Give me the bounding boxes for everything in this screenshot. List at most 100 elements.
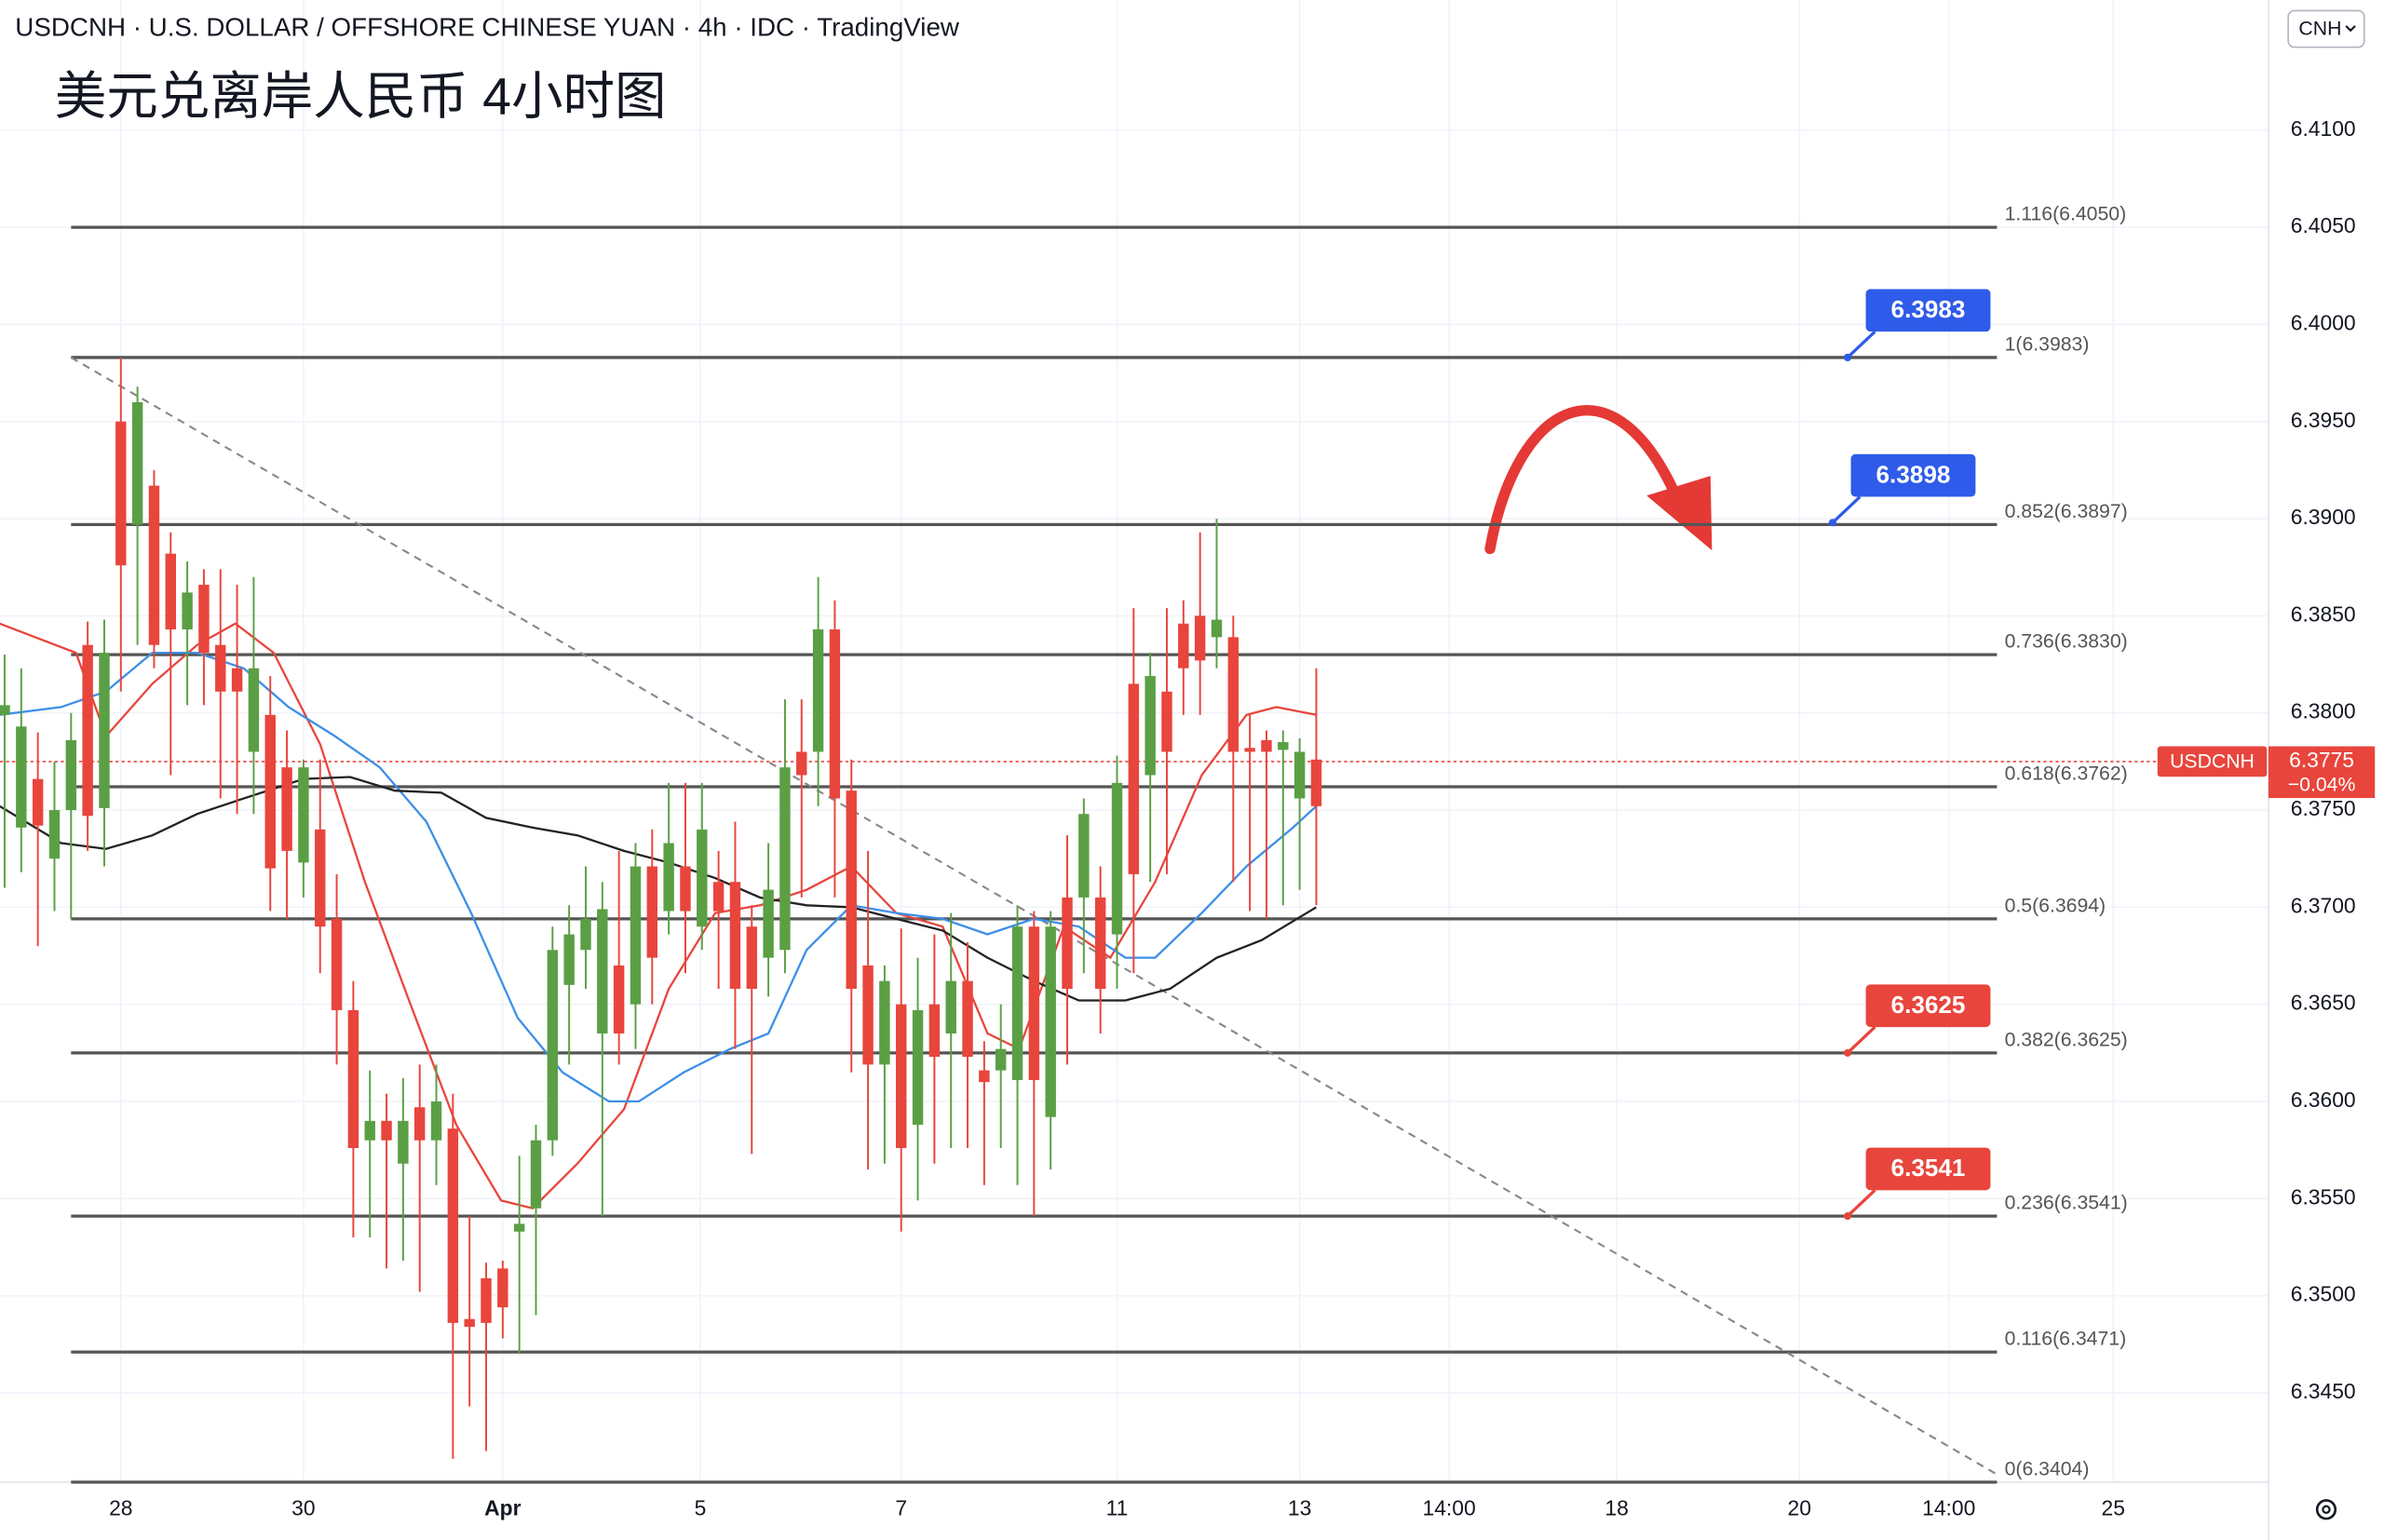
- candle-body: [1028, 926, 1040, 1081]
- candle-body: [896, 1004, 907, 1149]
- candle-body: [912, 1009, 924, 1126]
- callout-box: [1865, 1147, 1991, 1191]
- moving-average-line: [0, 651, 1318, 1103]
- y-tick-label: 6.3900: [2291, 505, 2356, 529]
- currency-caret[interactable]: [2345, 25, 2356, 33]
- candle-body: [1211, 619, 1223, 638]
- candle-body: [115, 421, 127, 566]
- y-tick-label: 6.3700: [2291, 893, 2356, 917]
- candle-body: [995, 1048, 1007, 1071]
- candle-body: [264, 714, 276, 869]
- x-tick-label: 14:00: [1922, 1495, 1975, 1520]
- candle-body: [48, 810, 61, 859]
- gear-hub[interactable]: [2322, 1505, 2331, 1515]
- last-price-label: 6.3775: [2289, 748, 2354, 772]
- fib-level-label: 0.736(6.3830): [2005, 631, 2128, 653]
- candle-body: [729, 882, 741, 989]
- candle-body: [846, 790, 857, 989]
- y-tick-label: 6.4000: [2291, 311, 2356, 335]
- x-tick-label: 7: [895, 1495, 907, 1520]
- x-tick-label: 14:00: [1422, 1495, 1475, 1520]
- callout-anchor: [1843, 1048, 1852, 1057]
- candle-body: [945, 980, 956, 1033]
- candle-body: [613, 965, 625, 1033]
- candle-body: [829, 629, 841, 799]
- candle-body: [580, 918, 591, 951]
- callout-anchor: [1828, 519, 1836, 527]
- candle-body: [447, 1128, 459, 1323]
- currency-button[interactable]: [2287, 9, 2365, 48]
- candle-body: [497, 1268, 508, 1308]
- candle-body: [1294, 751, 1306, 799]
- callout-pointer: [1846, 1025, 1876, 1055]
- candle-body: [32, 778, 44, 826]
- callout-label: 6.3625: [1891, 991, 1966, 1019]
- candle-body: [413, 1107, 426, 1141]
- candle-body: [82, 644, 93, 817]
- candle-body: [1194, 615, 1206, 661]
- fib-level-label: 1(6.3983): [2005, 333, 2090, 355]
- candle-body: [1062, 897, 1073, 989]
- candle-body: [530, 1140, 542, 1209]
- candle-body: [1078, 814, 1090, 898]
- currency-label[interactable]: CNH: [2298, 19, 2341, 40]
- x-tick-label: 20: [1788, 1495, 1811, 1520]
- candle-body: [879, 980, 890, 1065]
- callout-pointer: [1846, 330, 1876, 359]
- candle-body: [481, 1277, 492, 1323]
- candle-body: [347, 1009, 359, 1149]
- candle-body: [364, 1120, 375, 1141]
- candle-body: [979, 1070, 990, 1083]
- candle-body: [1310, 759, 1322, 806]
- candle-body: [513, 1223, 525, 1232]
- y-tick-label: 6.3450: [2291, 1379, 2356, 1403]
- candle-body: [547, 950, 559, 1141]
- candle-body: [215, 644, 226, 692]
- candle-body: [763, 889, 774, 958]
- candle-body: [248, 668, 260, 752]
- candle-body: [16, 726, 27, 828]
- last-price-tag: [2268, 746, 2376, 799]
- candle-body: [315, 829, 326, 927]
- y-tick-label: 6.3950: [2291, 408, 2356, 432]
- candle-body: [381, 1120, 392, 1141]
- candle-body: [646, 866, 658, 958]
- gear-ring[interactable]: [2315, 1499, 2337, 1520]
- y-tick-label: 6.3550: [2291, 1184, 2356, 1209]
- fib-level-label: 0.5(6.3694): [2005, 895, 2106, 916]
- candle-body: [697, 829, 708, 927]
- candle-body: [712, 882, 725, 912]
- candle-body: [398, 1120, 409, 1164]
- y-tick-label: 6.4100: [2291, 116, 2356, 141]
- y-tick-label: 6.3500: [2291, 1282, 2356, 1306]
- candle-body: [746, 926, 757, 989]
- y-tick-label: 6.3650: [2291, 991, 2356, 1015]
- y-tick-label: 6.3800: [2291, 699, 2356, 723]
- settings-icon[interactable]: [2315, 1499, 2337, 1520]
- candle-body: [597, 909, 608, 1033]
- grid: [0, 0, 2269, 1482]
- fib-level-label: 0.382(6.3625): [2005, 1029, 2128, 1050]
- candle-body: [99, 653, 110, 808]
- x-tick-label: 30: [291, 1495, 315, 1520]
- candle-body: [1278, 742, 1289, 750]
- candle-body: [630, 866, 642, 1005]
- candle-body: [680, 866, 691, 912]
- candle-body: [198, 585, 210, 654]
- callout-box: [1850, 453, 1976, 497]
- fib-level-label: 1.116(6.4050): [2005, 204, 2127, 225]
- fib-level-label: 0.618(6.3762): [2005, 763, 2128, 785]
- candle-body: [1261, 739, 1272, 752]
- candle-body: [1145, 676, 1156, 776]
- candle-body: [231, 668, 243, 692]
- symbol-header: USDCNH · U.S. DOLLAR / OFFSHORE CHINESE …: [15, 12, 960, 41]
- callout-box: [1865, 289, 1991, 332]
- x-tick-label: Apr: [484, 1495, 521, 1520]
- callout-box: [1865, 984, 1991, 1028]
- callout-anchor: [1843, 1211, 1852, 1221]
- y-tick-label: 6.4050: [2291, 213, 2356, 237]
- candle-body: [131, 401, 143, 525]
